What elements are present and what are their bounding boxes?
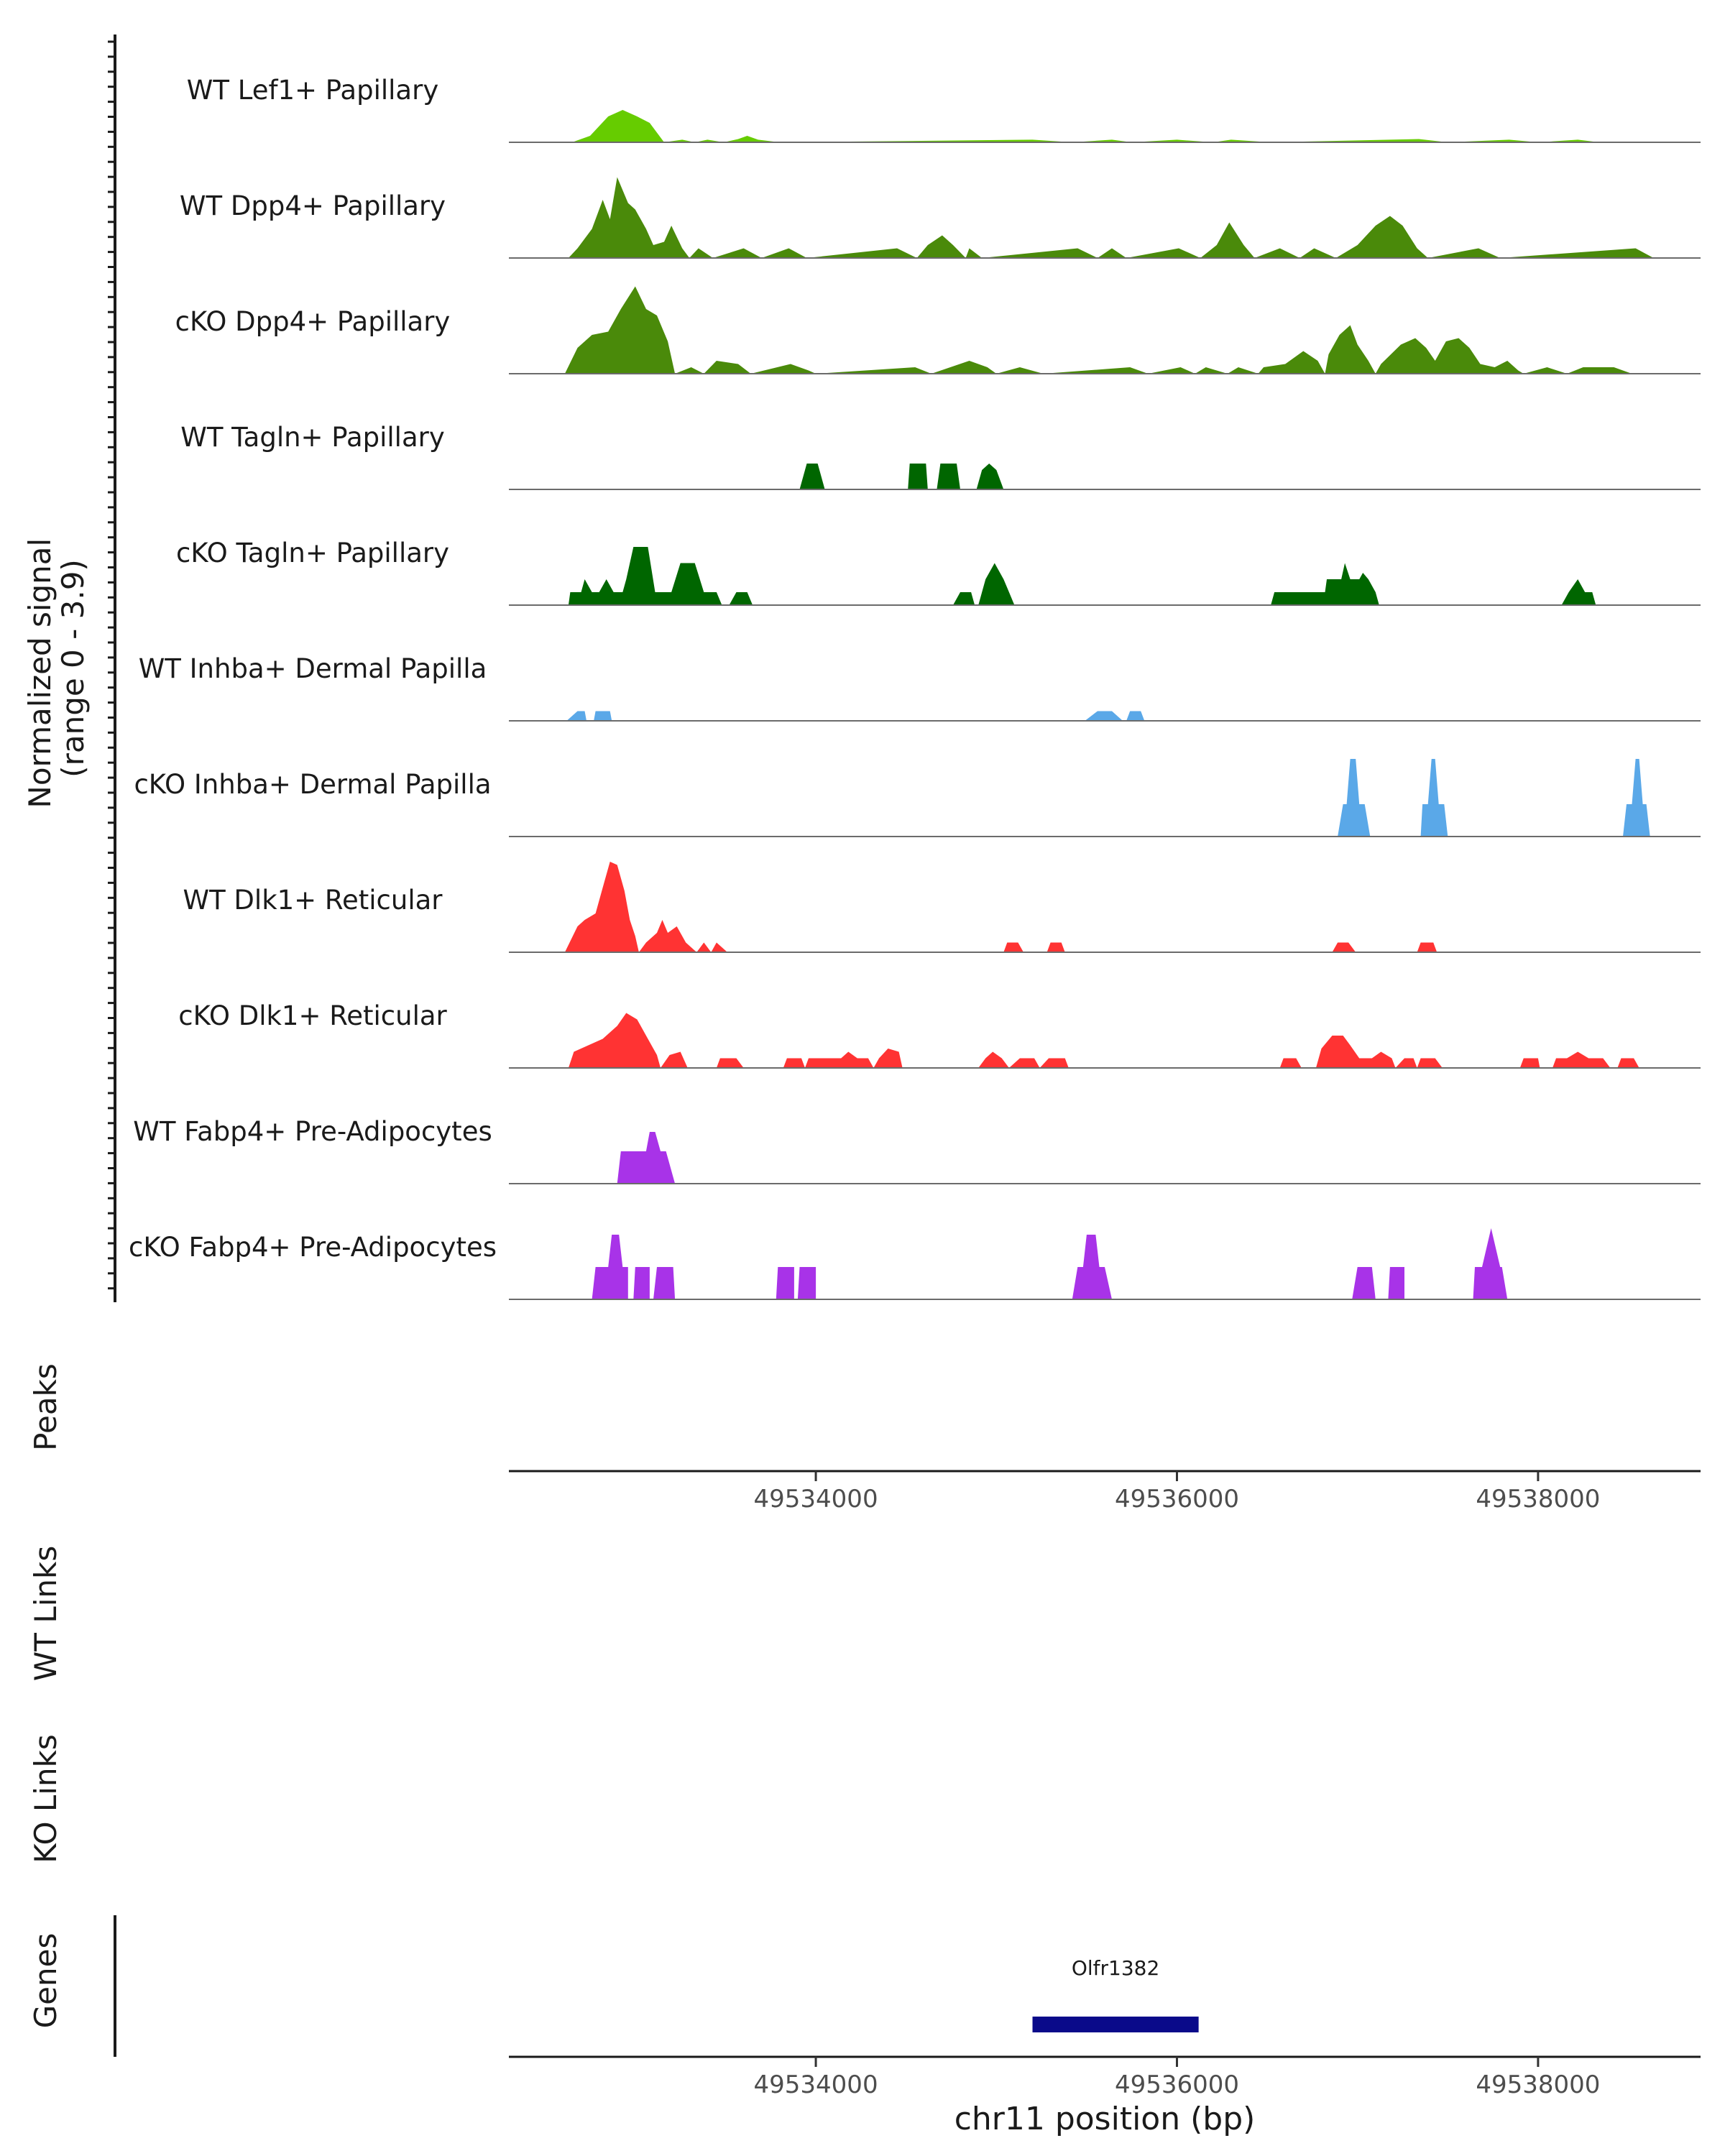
track-label-wt-dlk1-reticular: WT Dlk1+ Reticular: [183, 885, 443, 916]
genes-x-axis: 49534000 49536000 49538000: [754, 2057, 1600, 2099]
signal-axis-title: Normalized signal (range 0 - 3.9): [22, 528, 91, 808]
track-area-cko-tagln-papillary: [568, 547, 1596, 605]
ko-links-panel-label: KO Links: [28, 1734, 63, 1864]
gene-track: Olfr1382: [1032, 1956, 1199, 2032]
x-tick-label: 49534000: [754, 1485, 878, 1514]
gene-strand-arrow: [1032, 2017, 1044, 2032]
track-area-wt-tagln-papillary: [799, 464, 1004, 489]
x-tick-label: 49536000: [1115, 1485, 1239, 1514]
x-axis-title: chr11 position (bp): [954, 2101, 1256, 2137]
track-area-wt-dlk1-reticular: [564, 862, 1438, 952]
x-tick-label: 49538000: [1476, 2070, 1600, 2099]
track-area-cko-dpp4-papillary: [564, 286, 1632, 374]
track-area-wt-inhba-dermal-papilla: [566, 711, 1145, 721]
track-label-wt-inhba-dermal-papilla: WT Inhba+ Dermal Papilla: [139, 653, 487, 684]
track-area-cko-fabp4-pre-adipocytes: [592, 1228, 1508, 1299]
track-label-wt-lef1-papillary: WT Lef1+ Papillary: [187, 75, 438, 106]
track-label-cko-dpp4-papillary: cKO Dpp4+ Papillary: [175, 306, 451, 337]
track-area-cko-inhba-dermal-papilla: [1338, 759, 1650, 837]
x-tick-label: 49534000: [754, 2070, 878, 2099]
signal-y-axis: [108, 34, 116, 1302]
track-label-cko-dlk1-reticular: cKO Dlk1+ Reticular: [178, 1000, 447, 1031]
x-tick-label: 49536000: [1115, 2070, 1239, 2099]
track-label-wt-fabp4-pre-adipocytes: WT Fabp4+ Pre-Adipocytes: [133, 1116, 492, 1147]
track-area-cko-dlk1-reticular: [568, 1013, 1639, 1068]
peaks-panel-label: Peaks: [28, 1363, 63, 1451]
gene-body-olfr1382: [1032, 2017, 1199, 2032]
track-area-wt-lef1-papillary: [571, 110, 1600, 142]
genes-panel-label: Genes: [28, 1933, 63, 2029]
track-label-wt-dpp4-papillary: WT Dpp4+ Papillary: [180, 190, 446, 221]
track-label-cko-tagln-papillary: cKO Tagln+ Papillary: [176, 538, 449, 568]
track-label-cko-fabp4-pre-adipocytes: cKO Fabp4+ Pre-Adipocytes: [129, 1232, 497, 1263]
peaks-x-axis: 49534000 49536000 49538000: [754, 1471, 1600, 1514]
track-label-wt-tagln-papillary: WT Tagln+ Papillary: [180, 422, 445, 453]
x-tick-label: 49538000: [1476, 1485, 1600, 1514]
coverage-tracks: WT Lef1+ Papillary WT Dpp4+ Papillary cKO …: [129, 75, 1701, 1300]
track-label-cko-inhba-dermal-papilla: cKO Inhba+ Dermal Papilla: [134, 769, 491, 800]
track-area-wt-dpp4-papillary: [568, 177, 1654, 258]
track-area-wt-fabp4-pre-adipocytes: [617, 1132, 676, 1184]
wt-links-panel-label: WT Links: [28, 1546, 63, 1681]
gene-label-olfr1382: Olfr1382: [1072, 1956, 1159, 1980]
